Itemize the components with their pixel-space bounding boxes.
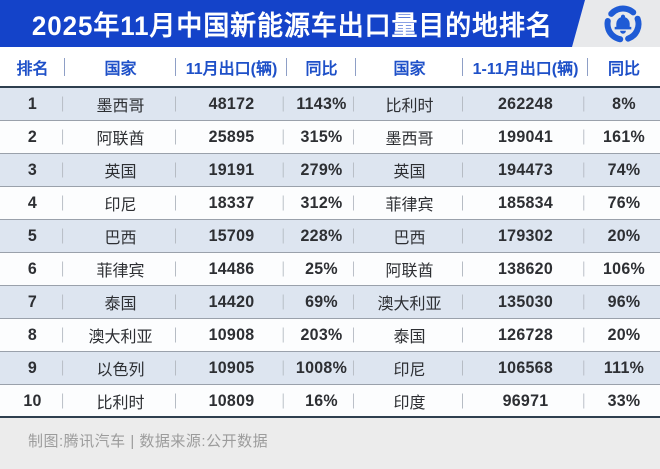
cell-exports-ytd: 199041 xyxy=(467,121,585,153)
cell-rank: 5 xyxy=(2,220,63,252)
cell-yoy-nov: 279% xyxy=(289,154,354,186)
cell-yoy-nov: 16% xyxy=(289,385,354,416)
cell-rank: 8 xyxy=(2,319,63,351)
cell-country-ytd: 墨西哥 xyxy=(356,121,463,153)
cell-country-ytd: 巴西 xyxy=(356,220,463,252)
cell-country-ytd: 澳大利亚 xyxy=(356,286,463,318)
cell-yoy-ytd: 33% xyxy=(607,390,641,410)
cell-exports-nov: 14420 xyxy=(179,286,283,318)
credit-text: 制图:腾讯汽车 | 数据来源:公开数据 xyxy=(28,433,269,450)
title-banner: 2025年11月中国新能源车出口量目的地排名 xyxy=(0,0,585,47)
cell-country-ytd: 英国 xyxy=(356,154,463,186)
cell-exports-ytd: 262248 xyxy=(467,88,585,120)
cell-yoy-nov: 1143% xyxy=(289,88,354,120)
cell-exports-ytd: 138620 xyxy=(467,253,585,285)
cell-country-nov: 泰国 xyxy=(65,286,176,318)
cell-country-ytd: 印度 xyxy=(356,385,463,416)
cell-exports-ytd: 106568 xyxy=(467,352,585,384)
cell-exports-ytd: 135030 xyxy=(467,286,585,318)
cell-country-ytd: 菲律宾 xyxy=(356,187,463,219)
cell-rank: 4 xyxy=(2,187,63,219)
cell-country-nov: 菲律宾 xyxy=(65,253,176,285)
cell-country-nov: 印尼 xyxy=(65,187,176,219)
table-row: 7 泰国 14420 69% 澳大利亚 135030 96% xyxy=(0,286,660,319)
cell-rank: 10 xyxy=(2,385,63,416)
cell-exports-ytd: 185834 xyxy=(467,187,585,219)
footer: 制图:腾讯汽车 | 数据来源:公开数据 xyxy=(0,418,660,469)
cell-exports-nov: 10809 xyxy=(179,385,283,416)
cell-exports-nov: 10905 xyxy=(179,352,283,384)
table-row: 9 以色列 10905 1008% 印尼 106568 111% xyxy=(0,352,660,385)
cell-country-nov: 以色列 xyxy=(65,352,176,384)
col-header-yoy-nov: 同比 xyxy=(287,47,356,86)
cell-rank: 7 xyxy=(2,286,63,318)
cell-yoy-ytd: 20% xyxy=(607,325,641,344)
cell-country-ytd: 泰国 xyxy=(356,319,463,351)
cell-exports-ytd: 179302 xyxy=(467,220,585,252)
table-row: 2 阿联酋 25895 315% 墨西哥 199041 161% xyxy=(0,121,660,154)
cell-exports-nov: 14486 xyxy=(179,253,283,285)
cell-country-nov: 阿联酋 xyxy=(65,121,176,153)
cell-country-nov: 墨西哥 xyxy=(65,88,176,120)
table-header-row: 排名 国家 11月出口(辆) 同比 国家 1-11月出口(辆) 同比 xyxy=(0,47,660,88)
cell-yoy-ytd: 8% xyxy=(612,94,636,113)
cell-country-nov: 比利时 xyxy=(65,385,176,416)
cell-yoy-ytd: 96% xyxy=(607,292,641,311)
cell-yoy-nov: 69% xyxy=(289,286,354,318)
col-header-exports-ytd: 1-11月出口(辆) xyxy=(463,47,588,86)
page-title: 2025年11月中国新能源车出口量目的地排名 xyxy=(32,11,553,41)
cell-yoy-ytd: 74% xyxy=(607,160,641,179)
cell-yoy-ytd: 76% xyxy=(607,193,641,212)
cell-yoy-ytd: 106% xyxy=(602,259,646,278)
table-row: 5 巴西 15709 228% 巴西 179302 20% xyxy=(0,220,660,253)
col-header-rank: 排名 xyxy=(0,47,65,86)
cell-rank: 1 xyxy=(2,88,63,120)
cell-rank: 3 xyxy=(2,154,63,186)
col-header-exports-nov: 11月出口(辆) xyxy=(176,47,287,86)
cell-country-ytd: 印尼 xyxy=(356,352,463,384)
cell-country-ytd: 阿联酋 xyxy=(356,253,463,285)
tencent-news-logo-icon xyxy=(604,5,641,42)
cell-yoy-nov: 203% xyxy=(289,319,354,351)
logo-zone xyxy=(585,0,660,47)
cell-rank: 2 xyxy=(2,121,63,153)
table-row: 6 菲律宾 14486 25% 阿联酋 138620 106% xyxy=(0,253,660,286)
cell-rank: 6 xyxy=(2,253,63,285)
cell-exports-nov: 19191 xyxy=(179,154,283,186)
col-header-yoy-ytd: 同比 xyxy=(607,60,640,78)
table-row: 10 比利时 10809 16% 印度 96971 33% xyxy=(0,385,660,418)
cell-yoy-nov: 25% xyxy=(289,253,354,285)
title-bar: 2025年11月中国新能源车出口量目的地排名 xyxy=(0,0,660,47)
cell-exports-nov: 18337 xyxy=(179,187,283,219)
cell-country-nov: 巴西 xyxy=(65,220,176,252)
cell-country-nov: 英国 xyxy=(65,154,176,186)
cell-rank: 9 xyxy=(2,352,63,384)
cell-exports-nov: 25895 xyxy=(179,121,283,153)
cell-exports-ytd: 96971 xyxy=(467,385,585,416)
cell-yoy-nov: 315% xyxy=(289,121,354,153)
cell-yoy-ytd: 111% xyxy=(603,358,645,377)
table-row: 3 英国 19191 279% 英国 194473 74% xyxy=(0,154,660,187)
cell-exports-nov: 15709 xyxy=(179,220,283,252)
cell-yoy-ytd: 161% xyxy=(602,127,646,146)
cell-country-nov: 澳大利亚 xyxy=(65,319,176,351)
cell-yoy-ytd: 20% xyxy=(607,226,641,245)
cell-yoy-nov: 228% xyxy=(289,220,354,252)
cell-exports-ytd: 194473 xyxy=(467,154,585,186)
table-row: 4 印尼 18337 312% 菲律宾 185834 76% xyxy=(0,187,660,220)
cell-yoy-nov: 312% xyxy=(289,187,354,219)
table-body: 1 墨西哥 48172 1143% 比利时 262248 8% 2 阿联酋 25895 315% 墨西… xyxy=(0,88,660,418)
col-header-country-nov: 国家 xyxy=(65,47,176,86)
col-header-country-ytd: 国家 xyxy=(356,47,463,86)
table-row: 1 墨西哥 48172 1143% 比利时 262248 8% xyxy=(0,88,660,121)
cell-exports-ytd: 126728 xyxy=(467,319,585,351)
table-row: 8 澳大利亚 10908 203% 泰国 126728 20% xyxy=(0,319,660,352)
cell-exports-nov: 10908 xyxy=(179,319,283,351)
cell-exports-nov: 48172 xyxy=(179,88,283,120)
cell-yoy-nov: 1008% xyxy=(289,352,354,384)
cell-country-ytd: 比利时 xyxy=(356,88,463,120)
